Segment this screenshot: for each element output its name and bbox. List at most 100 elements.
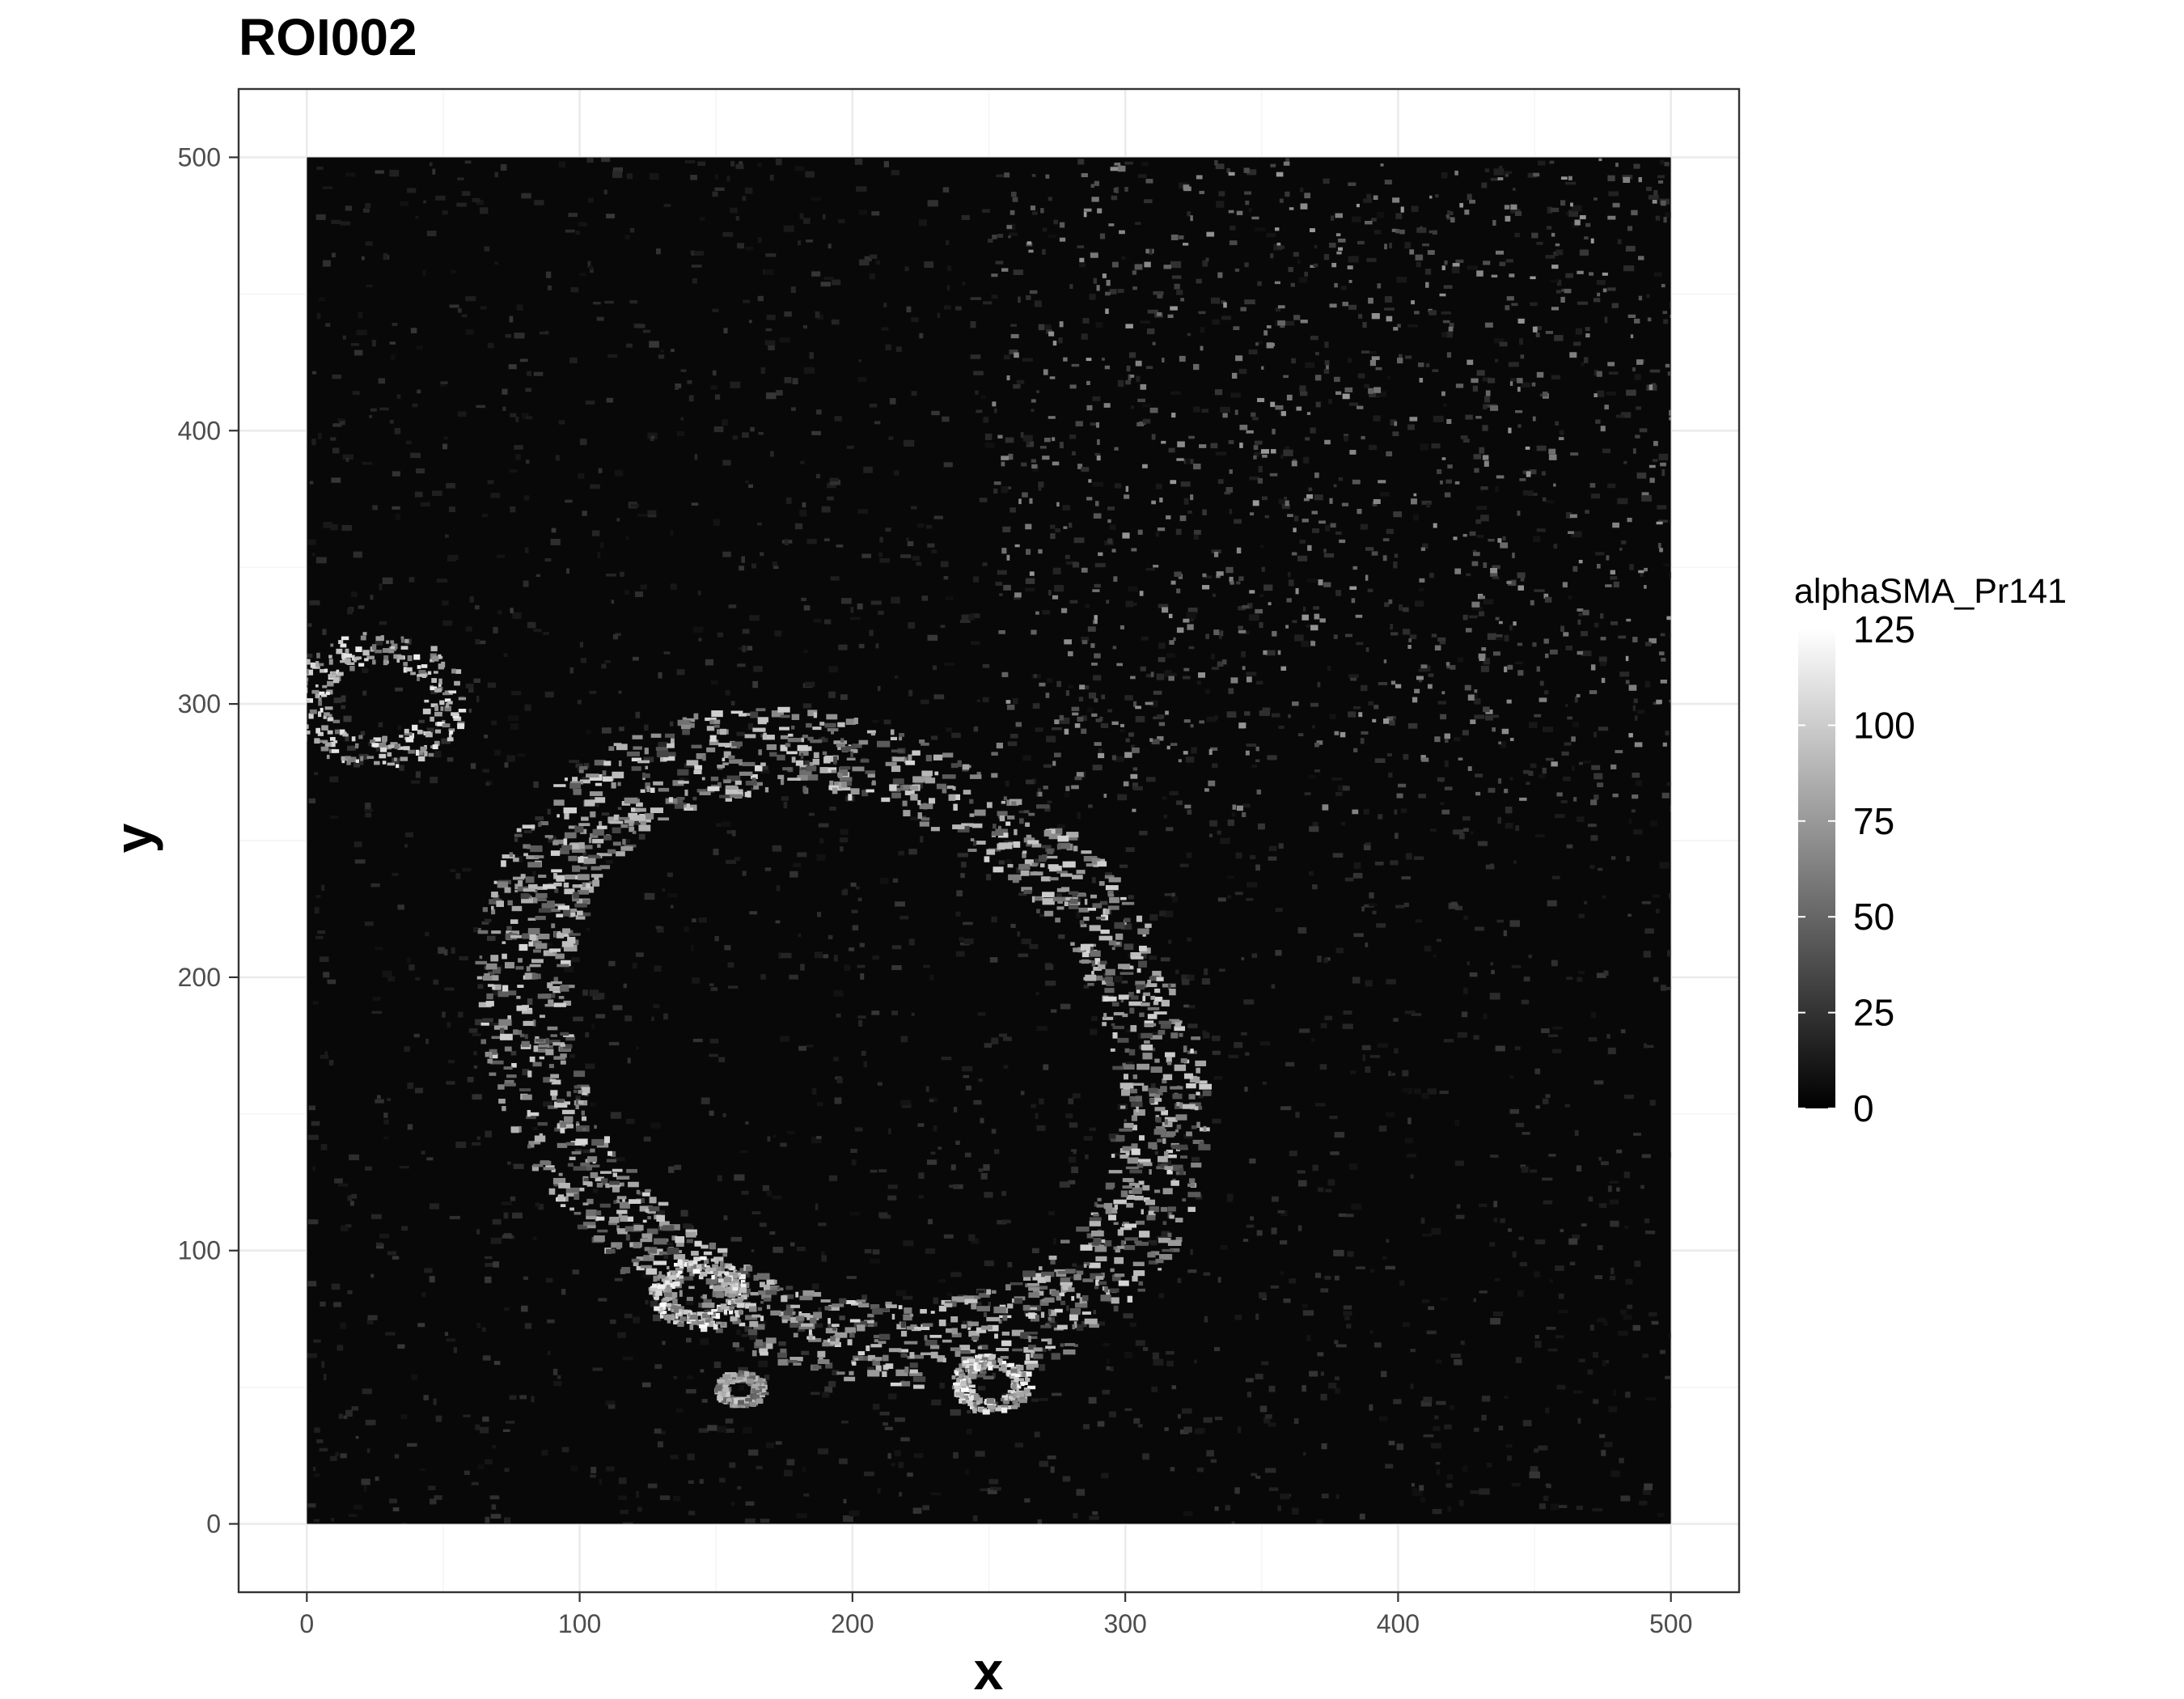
raster-pixel (1411, 1013, 1422, 1016)
raster-pixel (407, 1083, 414, 1089)
raster-pixel (936, 783, 946, 790)
raster-pixel (632, 962, 637, 969)
raster-pixel (684, 718, 696, 722)
raster-pixel (682, 729, 690, 735)
raster-pixel (1271, 984, 1276, 989)
raster-pixel (957, 760, 962, 767)
raster-pixel (405, 440, 412, 445)
raster-pixel (1056, 906, 1064, 910)
raster-pixel (1289, 207, 1294, 210)
raster-pixel (1587, 823, 1597, 828)
raster-pixel (551, 1168, 556, 1172)
raster-pixel (1090, 643, 1095, 648)
raster-pixel (1504, 1396, 1509, 1399)
raster-pixel (1241, 957, 1245, 961)
raster-pixel (529, 934, 536, 941)
raster-pixel (1567, 716, 1572, 720)
raster-pixel (1601, 1450, 1606, 1456)
raster-pixel (1170, 580, 1176, 585)
raster-pixel (1183, 1133, 1193, 1139)
raster-pixel (1214, 715, 1218, 721)
raster-pixel (1648, 1311, 1657, 1317)
raster-pixel (826, 714, 838, 720)
raster-pixel (1509, 381, 1513, 386)
raster-pixel (869, 629, 874, 637)
raster-pixel (1138, 174, 1147, 178)
raster-pixel (631, 757, 641, 762)
raster-pixel (1042, 898, 1055, 905)
raster-pixel (1241, 1032, 1247, 1036)
raster-pixel (1107, 519, 1111, 523)
raster-pixel (1234, 409, 1238, 415)
raster-pixel (1481, 1396, 1491, 1402)
raster-pixel (864, 1248, 872, 1254)
raster-pixel (881, 797, 891, 803)
raster-pixel (1318, 520, 1326, 524)
raster-pixel (1462, 614, 1468, 621)
raster-pixel (1582, 609, 1589, 616)
raster-pixel (1511, 964, 1522, 968)
raster-pixel (532, 1019, 536, 1027)
raster-pixel (839, 837, 849, 843)
raster-pixel (1149, 1091, 1158, 1097)
raster-pixel (885, 1363, 894, 1369)
raster-pixel (362, 461, 373, 465)
raster-pixel (1213, 1347, 1221, 1352)
raster-pixel (1348, 182, 1357, 186)
raster-pixel (668, 797, 673, 803)
raster-pixel (1419, 378, 1424, 383)
raster-pixel (827, 496, 834, 501)
raster-pixel (600, 542, 604, 549)
raster-pixel (933, 1125, 938, 1132)
raster-pixel (589, 265, 594, 270)
raster-pixel (335, 1451, 339, 1456)
raster-pixel (1453, 536, 1458, 540)
raster-pixel (1091, 960, 1095, 967)
raster-pixel (1083, 1136, 1093, 1141)
raster-pixel (477, 1464, 485, 1470)
raster-pixel (1426, 1330, 1437, 1335)
raster-pixel (527, 371, 531, 376)
raster-pixel (1402, 1087, 1408, 1093)
raster-pixel (1093, 513, 1102, 519)
raster-pixel (713, 849, 719, 856)
raster-pixel (640, 820, 646, 825)
raster-pixel (839, 769, 849, 776)
raster-pixel (1085, 974, 1097, 981)
raster-pixel (1234, 1041, 1243, 1049)
raster-pixel (1408, 722, 1418, 729)
raster-pixel (747, 1328, 758, 1336)
raster-pixel (1462, 534, 1467, 537)
raster-pixel (749, 911, 758, 915)
raster-pixel (1268, 845, 1277, 852)
raster-pixel (734, 1174, 745, 1181)
raster-pixel (590, 1474, 596, 1478)
raster-pixel (780, 744, 788, 752)
raster-pixel (816, 314, 824, 320)
raster-pixel (849, 616, 861, 621)
raster-pixel (1474, 1427, 1479, 1432)
raster-pixel (1226, 1198, 1233, 1202)
raster-pixel (389, 1498, 397, 1504)
raster-pixel (1414, 1088, 1421, 1095)
raster-pixel (1029, 498, 1033, 504)
raster-pixel (1621, 540, 1627, 544)
raster-pixel (1525, 446, 1530, 450)
raster-pixel (1403, 754, 1409, 760)
raster-pixel (563, 882, 569, 888)
raster-pixel (850, 749, 858, 753)
raster-pixel (1043, 437, 1051, 443)
raster-pixel (1638, 570, 1644, 574)
raster-pixel (1089, 1262, 1101, 1269)
raster-pixel (599, 1479, 603, 1485)
raster-pixel (850, 751, 853, 757)
raster-pixel (877, 1487, 881, 1494)
raster-pixel (713, 724, 720, 728)
raster-pixel (1088, 1396, 1097, 1404)
raster-pixel (653, 1260, 667, 1265)
raster-pixel (989, 957, 998, 963)
raster-pixel (336, 1345, 344, 1351)
raster-pixel (750, 1291, 760, 1296)
raster-pixel (582, 882, 590, 888)
raster-pixel (747, 646, 753, 651)
